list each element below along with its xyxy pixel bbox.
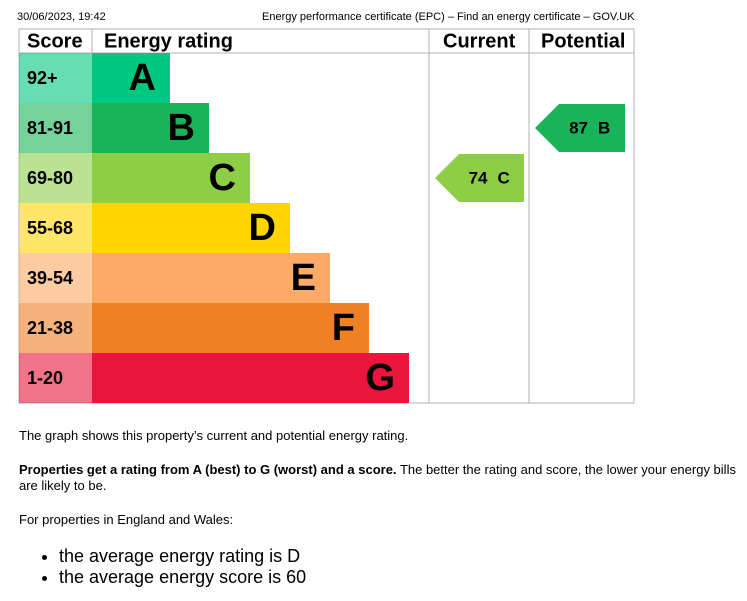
score-range: 39-54 (27, 268, 73, 288)
score-cell (19, 353, 92, 403)
rating-bar (92, 53, 170, 103)
score-cell (19, 303, 92, 353)
rating-letter: D (249, 207, 276, 249)
rating-letter: F (332, 307, 355, 349)
current-score: 74 (469, 168, 488, 187)
column-header: Energy rating (104, 30, 233, 52)
rating-bar (92, 103, 209, 153)
potential-arrow (535, 104, 625, 152)
rating-letter: C (209, 157, 236, 199)
score-cell (19, 203, 92, 253)
rating-bar (92, 203, 290, 253)
potential-score: 87 (569, 118, 588, 137)
column-header: Current (443, 30, 516, 52)
score-cell (19, 103, 92, 153)
bullet-list: the average energy rating is Dthe averag… (19, 546, 741, 588)
score-range: 55-68 (27, 218, 73, 238)
epc-chart: 30/06/2023, 19:42 Energy performance cer… (17, 11, 635, 404)
score-range: 1-20 (27, 368, 63, 388)
paragraph: For properties in England and Wales: (19, 512, 741, 528)
score-range: 69-80 (27, 168, 73, 188)
score-cell (19, 253, 92, 303)
rating-letter: E (291, 257, 316, 299)
rating-bar (92, 353, 409, 403)
current-arrow (435, 154, 524, 202)
rating-bar (92, 253, 330, 303)
rating-letter: G (365, 357, 395, 399)
paragraph-text: For properties in England and Wales: (19, 512, 234, 527)
column-header: Score (27, 30, 83, 52)
paragraph: The graph shows this property’s current … (19, 428, 741, 444)
rating-bar (92, 153, 250, 203)
score-range: 92+ (27, 68, 58, 88)
paragraph: Properties get a rating from A (best) to… (19, 462, 741, 494)
score-cell (19, 53, 92, 103)
date: 30/06/2023, 19:42 (17, 11, 106, 23)
current-rating: C (498, 168, 510, 187)
column-header: Potential (541, 30, 625, 52)
bullet-item: the average energy rating is D (59, 546, 741, 567)
score-range: 81-91 (27, 118, 73, 138)
paragraph-text: The better the rating and score, the low… (19, 462, 736, 493)
rating-letter: B (168, 107, 195, 149)
bullet-item: the average energy score is 60 (59, 567, 741, 588)
potential-rating: B (598, 118, 610, 137)
bold-text: Properties get a rating from A (best) to… (19, 462, 397, 477)
score-range: 21-38 (27, 318, 73, 338)
rating-bar (92, 303, 369, 353)
paragraph-text: The graph shows this property’s current … (19, 428, 409, 443)
page-title: Energy performance certificate (EPC) – F… (262, 11, 635, 23)
rating-letter: A (129, 57, 156, 99)
description: The graph shows this property’s current … (19, 428, 741, 588)
score-cell (19, 153, 92, 203)
